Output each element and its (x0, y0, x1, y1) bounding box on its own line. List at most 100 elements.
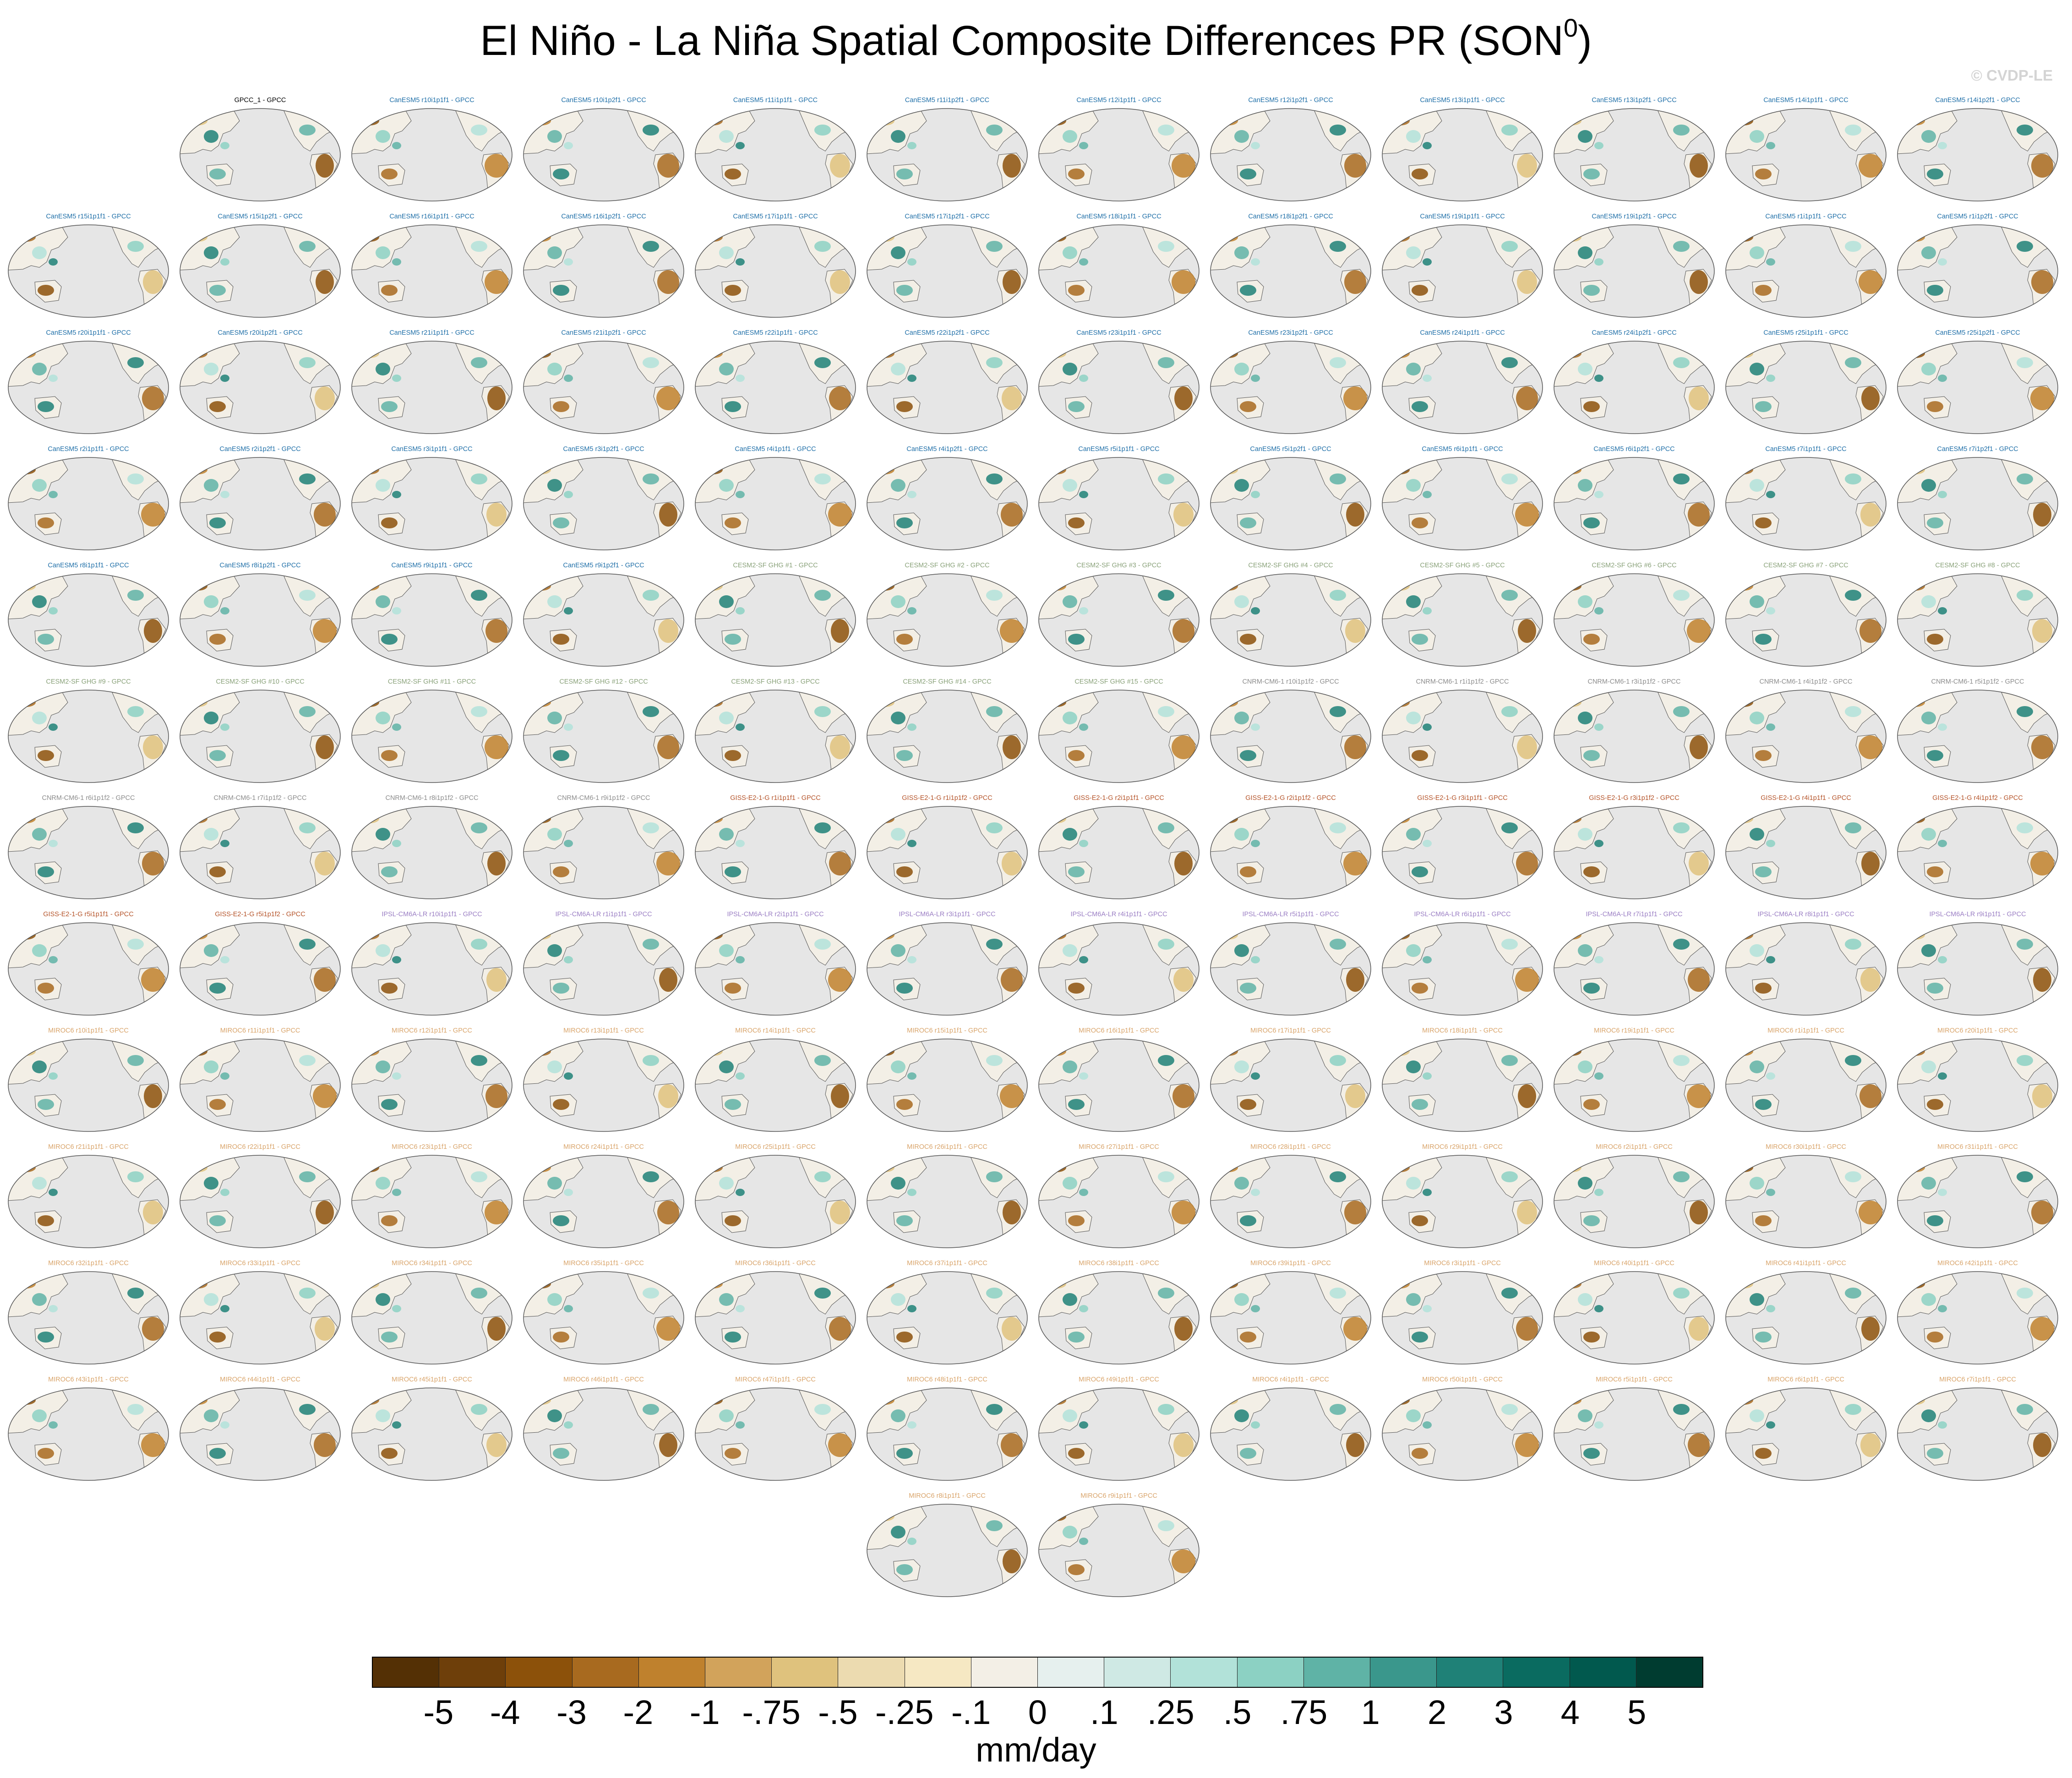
anomaly-patch (1561, 465, 1581, 474)
panel-label: CanESM5 r19i1p1f1 - GPCC (1420, 213, 1505, 220)
anomaly-patch (1003, 735, 1021, 759)
robinson-map (695, 1387, 856, 1481)
map-outline (1038, 573, 1200, 667)
anomaly-patch (831, 1084, 849, 1108)
panel-label: CESM2-SF GHG #11 - GPCC (387, 678, 476, 685)
anomaly-patch (471, 1404, 487, 1415)
anomaly-patch (187, 930, 207, 940)
map-outline (8, 224, 169, 318)
anomaly-patch (299, 1288, 316, 1299)
anomaly-patch (643, 822, 659, 833)
anomaly-patch (1927, 1099, 1943, 1110)
anomaly-patch (299, 473, 316, 484)
anomaly-patch (564, 1189, 573, 1196)
anomaly-patch (490, 696, 505, 703)
anomaly-patch (1845, 241, 1861, 252)
robinson-map (1038, 1271, 1200, 1365)
anomaly-patch (719, 1177, 734, 1190)
robinson-map (1382, 690, 1543, 783)
anomaly-patch (1515, 1433, 1539, 1457)
robinson-map (1554, 1039, 1715, 1132)
map-outline (1038, 806, 1200, 899)
anomaly-patch (1688, 503, 1710, 527)
anomaly-patch (32, 246, 47, 259)
anomaly-patch (1501, 125, 1518, 136)
anomaly-patch (1689, 386, 1709, 410)
anomaly-patch (564, 607, 573, 614)
anomaly-patch (204, 1409, 218, 1422)
map-panel: CanESM5 r14i1p1f1 - GPCC (1721, 95, 1891, 210)
anomaly-patch (220, 491, 229, 498)
anomaly-patch (2017, 822, 2033, 833)
anomaly-patch (381, 1099, 398, 1110)
anomaly-patch (1174, 386, 1193, 410)
map-panel: MIROC6 r33i1p1f1 - GPCC (175, 1258, 345, 1373)
map-panel: MIROC6 r44i1p1f1 - GPCC (175, 1375, 345, 1489)
panel-label: CESM2-SF GHG #14 - GPCC (903, 678, 992, 685)
colorbar-tick-label: -5 (423, 1693, 454, 1731)
anomaly-patch (392, 1421, 401, 1429)
anomaly-patch (986, 357, 1003, 368)
anomaly-patch (1240, 401, 1256, 412)
map-outline (1382, 573, 1543, 667)
anomaly-patch (1343, 852, 1367, 875)
anomaly-patch (725, 1099, 741, 1110)
anomaly-patch (531, 814, 551, 823)
map-outline (867, 690, 1028, 783)
map-outline (1210, 922, 1371, 1016)
anomaly-patch (16, 930, 36, 940)
map-panel: MIROC6 r2i1p1f1 - GPCC (1549, 1142, 1719, 1256)
panel-label: CanESM5 r22i1p1f1 - GPCC (733, 329, 818, 337)
robinson-map (1382, 1271, 1543, 1365)
anomaly-patch (1692, 231, 1707, 238)
robinson-map (1554, 1271, 1715, 1365)
map-panel: MIROC6 r12i1p1f1 - GPCC (347, 1026, 517, 1140)
anomaly-patch (1251, 840, 1260, 847)
anomaly-patch (1240, 1099, 1256, 1110)
anomaly-patch (220, 1072, 229, 1080)
anomaly-patch (986, 939, 1003, 950)
anomaly-patch (299, 125, 316, 136)
anomaly-patch (142, 1317, 164, 1341)
anomaly-patch (891, 1060, 905, 1073)
anomaly-patch (662, 696, 676, 703)
anomaly-patch (1755, 1448, 1772, 1459)
anomaly-patch (1692, 929, 1707, 936)
map-outline (1897, 341, 2058, 434)
anomaly-patch (1423, 1421, 1432, 1429)
anomaly-patch (1046, 1279, 1066, 1289)
robinson-map (867, 341, 1028, 434)
anomaly-patch (1079, 1305, 1088, 1312)
anomaly-patch (834, 929, 848, 936)
anomaly-patch (643, 1055, 659, 1066)
colorbar-tick-label: -.5 (818, 1693, 858, 1731)
anomaly-patch (1001, 503, 1023, 527)
anomaly-patch (316, 1201, 334, 1224)
map-outline (1897, 224, 2058, 318)
map-panel: MIROC6 r20i1p1f1 - GPCC (1893, 1026, 2062, 1140)
robinson-map (180, 1155, 341, 1248)
map-panel: MIROC6 r48i1p1f1 - GPCC (862, 1375, 1032, 1489)
map-panel: CESM2-SF GHG #2 - GPCC (862, 560, 1032, 675)
map-outline (867, 457, 1028, 550)
anomaly-patch (1845, 939, 1861, 950)
map-outline (1897, 806, 2058, 899)
anomaly-patch (1687, 619, 1711, 643)
anomaly-patch (1692, 1278, 1707, 1285)
anomaly-patch (1583, 1332, 1600, 1343)
anomaly-patch (1750, 595, 1764, 608)
anomaly-patch (1330, 241, 1346, 252)
anomaly-patch (1927, 285, 1943, 296)
robinson-map (1897, 690, 2058, 783)
map-panel: MIROC6 r4i1p1f1 - GPCC (1206, 1375, 1375, 1489)
anomaly-patch (187, 698, 207, 707)
anomaly-patch (1240, 750, 1256, 761)
anomaly-patch (2017, 706, 2033, 717)
anomaly-patch (2017, 590, 2033, 601)
map-panel: CanESM5 r20i1p2f1 - GPCC (175, 328, 345, 442)
panel-label: IPSL-CM6A-LR r7i1p1f1 - GPCC (1586, 911, 1683, 918)
map-outline (1554, 1271, 1715, 1365)
anomaly-patch (658, 1084, 678, 1108)
anomaly-patch (1000, 619, 1024, 643)
robinson-map (351, 108, 513, 201)
